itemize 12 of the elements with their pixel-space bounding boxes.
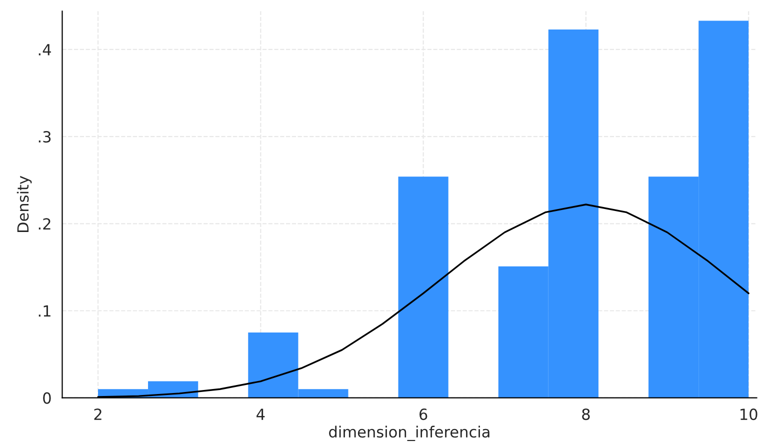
y-tick-label: .1	[38, 305, 50, 317]
y-tick-label: 0	[43, 392, 51, 404]
y-tick-label: .4	[38, 44, 51, 56]
x-tick-label: 10	[740, 408, 758, 420]
x-tick-label: 6	[420, 408, 428, 420]
y-tick-label: .3	[38, 131, 51, 143]
x-axis-title: dimension_inferencia	[329, 426, 490, 442]
y-axis-title: Density	[16, 176, 32, 232]
x-tick-label: 2	[94, 408, 102, 420]
x-tick-label: 4	[256, 408, 265, 420]
x-tick-label: 8	[582, 408, 590, 420]
y-tick-label: .2	[38, 218, 50, 230]
